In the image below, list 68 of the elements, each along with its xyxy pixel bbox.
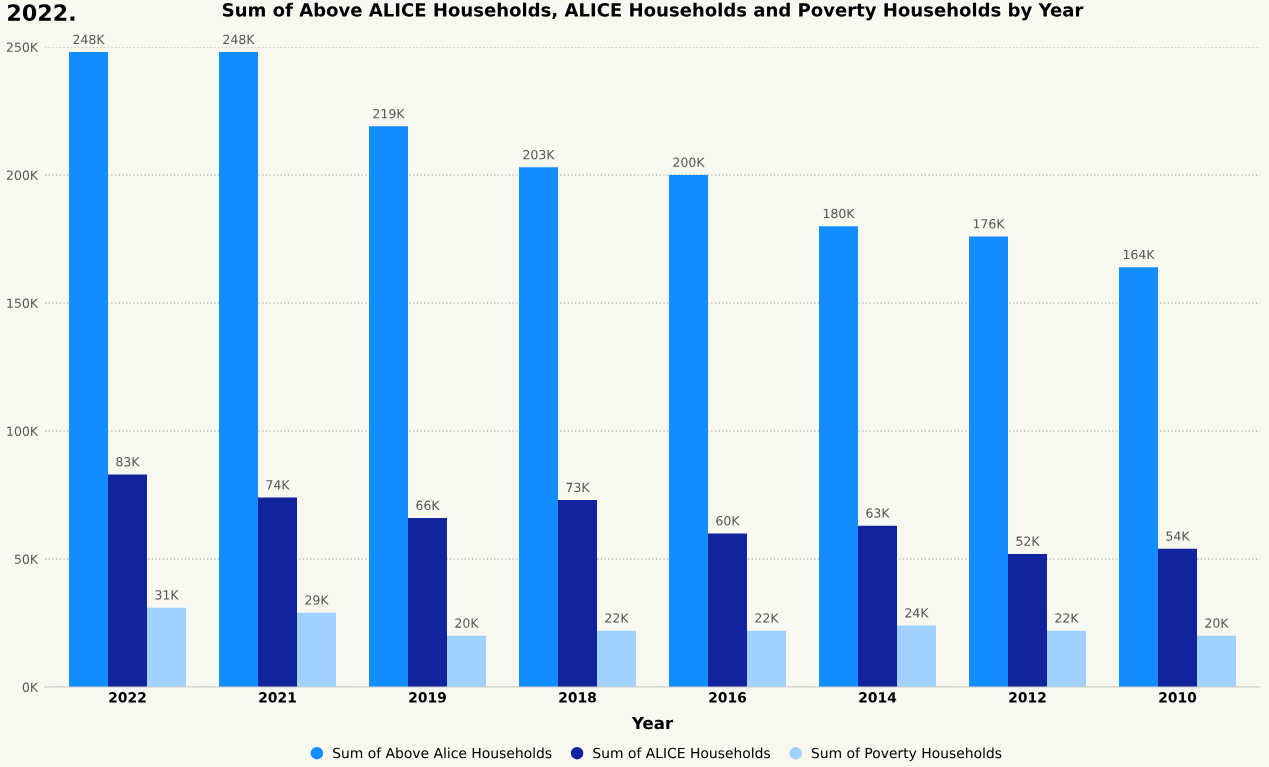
bar bbox=[1119, 267, 1158, 687]
data-label: 60K bbox=[716, 515, 740, 526]
data-label: 52K bbox=[1016, 536, 1040, 546]
bar bbox=[108, 474, 147, 687]
bar bbox=[1197, 635, 1236, 687]
bar bbox=[147, 607, 186, 687]
bar bbox=[369, 126, 408, 687]
x-tick-label: 2019 bbox=[409, 692, 446, 703]
data-label: 20K bbox=[1205, 618, 1229, 628]
data-label: 22K bbox=[605, 613, 629, 623]
data-label: 248K bbox=[223, 34, 255, 45]
data-label: 24K bbox=[905, 608, 929, 618]
bar bbox=[669, 175, 708, 687]
bar bbox=[819, 226, 858, 687]
y-tick-label: 0K bbox=[22, 682, 39, 692]
data-label: 20K bbox=[455, 618, 479, 628]
bar bbox=[747, 630, 786, 687]
bar bbox=[519, 167, 558, 687]
y-tick-label: 50K bbox=[14, 554, 39, 564]
legend-label: Sum of ALICE Households bbox=[593, 747, 771, 759]
bar bbox=[708, 533, 747, 687]
bar bbox=[408, 518, 447, 687]
x-tick-label: 2012 bbox=[1009, 692, 1046, 703]
data-label: 164K bbox=[1123, 249, 1155, 260]
bar bbox=[69, 52, 108, 687]
data-label: 219K bbox=[373, 108, 405, 119]
legend-label: Sum of Poverty Households bbox=[811, 747, 1002, 761]
data-label: 29K bbox=[305, 595, 329, 605]
bar bbox=[447, 635, 486, 687]
data-label: 66K bbox=[416, 500, 440, 511]
y-tick-label: 250K bbox=[6, 42, 39, 52]
data-label: 54K bbox=[1166, 531, 1190, 541]
bar bbox=[597, 630, 636, 687]
x-axis-title: Year bbox=[631, 716, 674, 730]
data-label: 22K bbox=[1055, 613, 1079, 623]
bar bbox=[219, 52, 258, 687]
data-label: 176K bbox=[973, 219, 1005, 229]
data-label: 83K bbox=[116, 457, 140, 467]
y-tick-label: 150K bbox=[7, 298, 39, 308]
bar bbox=[969, 236, 1008, 687]
data-label: 180K bbox=[823, 208, 855, 219]
x-tick-label: 2014 bbox=[859, 692, 897, 703]
data-label: 203K bbox=[523, 149, 555, 160]
y-tick-label: 100K bbox=[7, 426, 39, 436]
legend-label: Sum of Above Alice Households bbox=[333, 747, 552, 759]
data-label: 31K bbox=[155, 590, 179, 600]
data-label: 200K bbox=[673, 157, 705, 168]
data-label: 74K bbox=[266, 480, 290, 490]
y-tick-label: 200K bbox=[6, 170, 39, 180]
x-tick-label: 2010 bbox=[1159, 692, 1197, 703]
bar bbox=[558, 500, 597, 687]
bar bbox=[1158, 548, 1197, 687]
bar bbox=[297, 612, 336, 687]
chart-title: Sum of Above ALICE Households, ALICE Households and Poverty Households by Year bbox=[222, 2, 1084, 21]
bar bbox=[1008, 553, 1047, 687]
bar bbox=[258, 497, 297, 687]
data-label: 22K bbox=[755, 613, 779, 623]
x-tick-label: 2021 bbox=[259, 692, 296, 703]
data-label: 73K bbox=[566, 482, 590, 493]
text: 2022. bbox=[8, 4, 75, 22]
x-tick-label: 2022 bbox=[109, 692, 146, 703]
bar bbox=[858, 525, 897, 687]
data-label: 248K bbox=[73, 34, 105, 45]
x-tick-label: 2016 bbox=[709, 692, 747, 703]
bar bbox=[1047, 630, 1086, 687]
bar bbox=[897, 625, 936, 687]
data-label: 63K bbox=[866, 508, 890, 518]
x-tick-label: 2018 bbox=[559, 692, 596, 703]
